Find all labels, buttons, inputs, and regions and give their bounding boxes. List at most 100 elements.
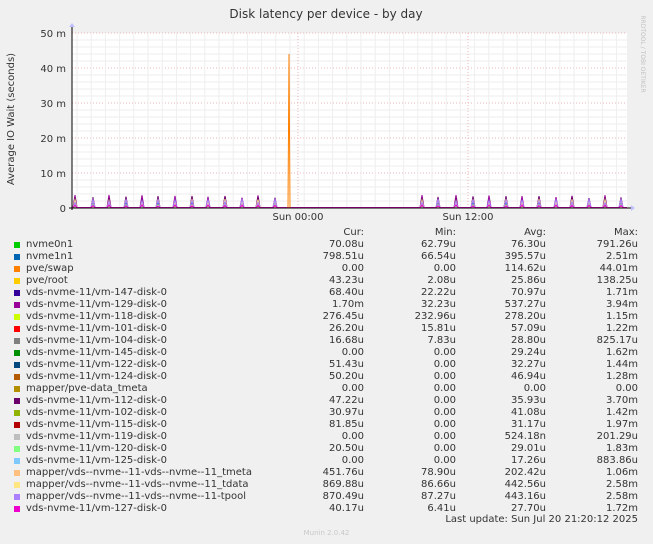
y-tick-label: 10 m — [40, 169, 66, 180]
legend-avg-value: 202.42u — [504, 467, 546, 478]
legend-max-value: 1.97m — [605, 419, 638, 430]
legend-avg-value: 17.26u — [511, 455, 546, 466]
legend-avg-value: 29.01u — [511, 443, 546, 454]
legend-max-value: 825.17u — [596, 335, 638, 346]
y-tick-labels: 0 10 m 20 m 30 m 40 m 50 m — [40, 29, 66, 215]
legend-series-name: vds-nvme-11/vm-147-disk-0 — [26, 287, 167, 298]
last-update: Last update: Sun Jul 20 21:20:12 2025 — [445, 514, 638, 525]
grid-lines — [72, 32, 627, 208]
legend-series-name: vds-nvme-11/vm-112-disk-0 — [26, 395, 167, 406]
legend-max-value: 2.51m — [605, 251, 638, 262]
legend-series-name: vds-nvme-11/vm-127-disk-0 — [26, 503, 167, 514]
legend-swatch — [14, 362, 20, 368]
legend-cur-value: 50.20u — [329, 371, 364, 382]
legend-swatch — [14, 326, 20, 332]
legend-series-name: mapper/vds--nvme--11-vds--nvme--11_tmeta — [26, 467, 252, 478]
legend-swatch — [14, 278, 20, 284]
legend-cur-value: 0.00 — [341, 347, 364, 358]
legend-series-name: vds-nvme-11/vm-119-disk-0 — [26, 431, 167, 442]
y-tick-label: 30 m — [40, 99, 66, 110]
legend-max-value: 1.44m — [605, 359, 638, 370]
legend-swatch — [14, 254, 20, 260]
legend-max-value: 1.83m — [605, 443, 638, 454]
legend-max-value: 1.42m — [605, 407, 638, 418]
legend-series-name: vds-nvme-11/vm-118-disk-0 — [26, 311, 167, 322]
legend-series-name: vds-nvme-11/vm-104-disk-0 — [26, 335, 167, 346]
legend-row: vds-nvme-11/vm-102-disk-0 30.97u 0.00 41.08… — [0, 407, 653, 419]
legend-series-name: pve/root — [26, 275, 68, 286]
legend-swatch — [14, 314, 20, 320]
legend-row: vds-nvme-11/vm-119-disk-0 0.00 0.00 524.18n… — [0, 431, 653, 443]
legend-cur-value: 0.00 — [341, 263, 364, 274]
y-tick-label: 0 — [60, 204, 66, 215]
legend-min-value: 0.00 — [433, 407, 456, 418]
legend-cur-value: 0.00 — [341, 455, 364, 466]
legend-row: mapper/vds--nvme--11-vds--nvme--11_tmeta… — [0, 467, 653, 479]
legend-max-value: 201.29u — [596, 431, 638, 442]
munin-footer: Munin 2.0.42 — [303, 529, 350, 537]
legend-min-value: 0.00 — [433, 347, 456, 358]
legend-avg-value: 46.94u — [511, 371, 546, 382]
header-min: Min: — [434, 227, 456, 238]
legend-series-name: vds-nvme-11/vm-122-disk-0 — [26, 359, 167, 370]
legend-cur-value: 0.00 — [341, 383, 364, 394]
chart-title: Disk latency per device - by day — [229, 7, 422, 21]
legend-cur-value: 68.40u — [329, 287, 364, 298]
x-tick-labels: Sun 00:00 Sun 12:00 — [272, 212, 493, 223]
legend-swatch — [14, 374, 20, 380]
legend-row: vds-nvme-11/vm-115-disk-0 81.85u 0.00 31.17… — [0, 419, 653, 431]
legend-min-value: 86.66u — [421, 479, 456, 490]
legend-min-value: 0.00 — [433, 371, 456, 382]
legend-swatch — [14, 338, 20, 344]
legend-series-name: nvme1n1 — [26, 251, 74, 262]
legend-min-value: 6.41u — [427, 503, 456, 514]
legend-swatch — [14, 266, 20, 272]
legend-avg-value: 395.57u — [504, 251, 546, 262]
legend-avg-value: 29.24u — [511, 347, 546, 358]
legend-min-value: 2.08u — [427, 275, 456, 286]
legend-min-value: 0.00 — [433, 443, 456, 454]
y-axis-arrow — [69, 23, 75, 27]
legend-avg-value: 70.97u — [511, 287, 546, 298]
legend-max-value: 2.58m — [605, 491, 638, 502]
legend-row: vds-nvme-11/vm-124-disk-0 50.20u 0.00 46.94… — [0, 371, 653, 383]
legend-row: mapper/pve-data_tmeta 0.00 0.00 0.00 0.00 — [0, 383, 653, 395]
legend-max-value: 0.00 — [615, 383, 638, 394]
legend-cur-value: 81.85u — [329, 419, 364, 430]
legend-avg-value: 35.93u — [511, 395, 546, 406]
legend-swatch — [14, 482, 20, 488]
legend-swatch — [14, 290, 20, 296]
legend-avg-value: 32.27u — [511, 359, 546, 370]
legend-min-value: 32.23u — [421, 299, 456, 310]
legend-series-name: vds-nvme-11/vm-129-disk-0 — [26, 299, 167, 310]
legend-cur-value: 798.51u — [322, 251, 364, 262]
legend-max-value: 2.58m — [605, 479, 638, 490]
legend-row: nvme0n1 70.08u 62.79u 76.30u 791.26u — [0, 239, 653, 251]
legend-avg-value: 537.27u — [504, 299, 546, 310]
legend-swatch — [14, 470, 20, 476]
legend-row: vds-nvme-11/vm-104-disk-0 16.68u 7.83u 28.8… — [0, 335, 653, 347]
legend-cur-value: 47.22u — [329, 395, 364, 406]
legend-swatch — [14, 434, 20, 440]
legend-cur-value: 26.20u — [329, 323, 364, 334]
legend-series-name: mapper/vds--nvme--11-vds--nvme--11-tpool — [26, 491, 246, 502]
legend-swatch — [14, 350, 20, 356]
legend-min-value: 232.96u — [414, 311, 456, 322]
legend-max-value: 44.01m — [599, 263, 638, 274]
legend-row: vds-nvme-11/vm-101-disk-0 26.20u 15.81u 57.… — [0, 323, 653, 335]
legend-max-value: 1.15m — [605, 311, 638, 322]
legend-min-value: 0.00 — [433, 359, 456, 370]
legend-series-name: vds-nvme-11/vm-101-disk-0 — [26, 323, 167, 334]
legend-series-name: vds-nvme-11/vm-125-disk-0 — [26, 455, 167, 466]
legend-avg-value: 76.30u — [511, 239, 546, 250]
y-tick-label: 50 m — [40, 29, 66, 40]
legend-row: vds-nvme-11/vm-127-disk-0 40.17u 6.41u 27.7… — [0, 503, 653, 515]
legend-max-value: 791.26u — [596, 239, 638, 250]
legend-max-value: 883.86u — [596, 455, 638, 466]
legend-avg-value: 443.16u — [504, 491, 546, 502]
legend-cur-value: 16.68u — [329, 335, 364, 346]
legend-header: Cur: Min: Avg: Max: — [0, 227, 653, 239]
legend-max-value: 1.72m — [605, 503, 638, 514]
legend-row: pve/root 43.23u 2.08u 25.86u 138.25u — [0, 275, 653, 287]
legend-swatch — [14, 458, 20, 464]
